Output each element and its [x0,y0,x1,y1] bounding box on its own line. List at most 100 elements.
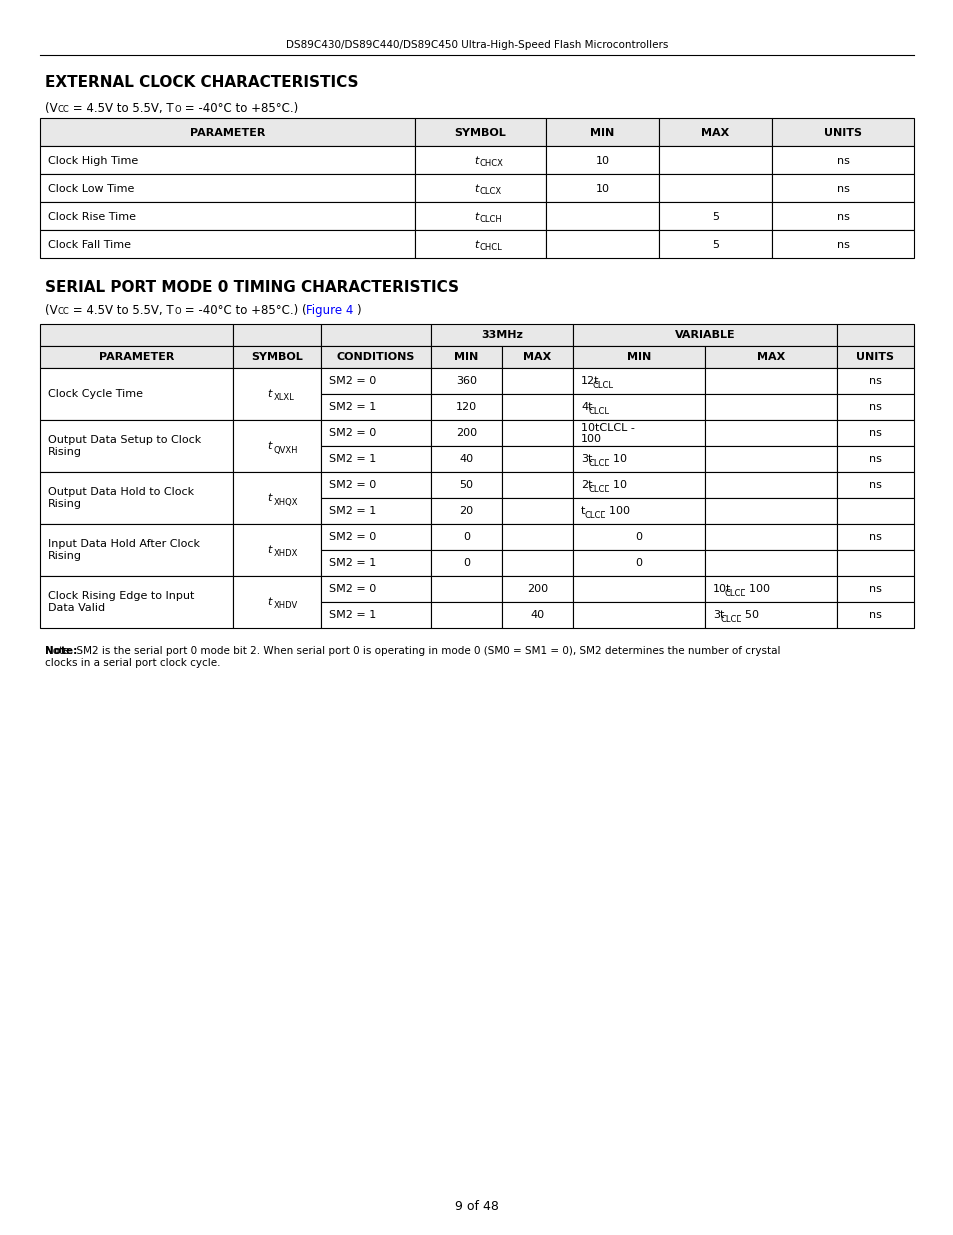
Bar [704,524,836,550]
Text: XHQX: XHQX [274,498,298,506]
Text: UNITS: UNITS [856,352,894,362]
Bar [836,368,913,394]
Text: CLCL: CLCL [724,589,745,598]
Bar [40,146,415,174]
Bar [501,420,573,446]
Text: ): ) [355,304,360,317]
Text: 9 of 48: 9 of 48 [455,1200,498,1213]
Bar [545,119,659,146]
Bar [431,324,573,346]
Bar [501,524,573,550]
Bar [771,174,913,203]
Text: = 4.5V to 5.5V, T: = 4.5V to 5.5V, T [69,103,173,115]
Bar [40,576,233,629]
Text: 20: 20 [459,506,473,516]
Text: t: t [268,545,272,555]
Bar [320,346,431,368]
Text: SM2 = 0: SM2 = 0 [329,584,375,594]
Text: 12t: 12t [580,375,598,387]
Bar [836,524,913,550]
Bar [573,472,704,498]
Bar [233,324,320,346]
Bar [40,368,233,420]
Text: SYMBOL: SYMBOL [455,128,506,138]
Bar [40,346,233,368]
Text: Input Data Hold After Clock: Input Data Hold After Clock [48,538,200,550]
Text: - 100: - 100 [738,584,769,594]
Text: t: t [268,597,272,606]
Text: CC: CC [58,105,70,114]
Text: CLCH: CLCH [479,215,501,225]
Bar [704,472,836,498]
Text: 2t: 2t [580,480,592,490]
Bar [40,230,415,258]
Text: 0: 0 [462,558,470,568]
Text: 5: 5 [711,240,719,249]
Text: 10: 10 [595,184,609,194]
Bar [771,119,913,146]
Bar [501,498,573,524]
Text: ns: ns [836,240,848,249]
Bar [415,203,545,230]
Bar [431,576,501,601]
Bar [659,203,771,230]
Text: 100: 100 [580,433,601,445]
Bar [501,576,573,601]
Text: 200: 200 [456,429,476,438]
Text: ns: ns [868,429,881,438]
Text: DS89C430/DS89C440/DS89C450 Ultra-High-Speed Flash Microcontrollers: DS89C430/DS89C440/DS89C450 Ultra-High-Sp… [286,40,667,49]
Text: CLCL: CLCL [588,484,609,494]
Text: SYMBOL: SYMBOL [251,352,302,362]
Bar [836,601,913,629]
Text: VARIABLE: VARIABLE [674,330,735,340]
Bar [233,472,320,524]
Text: CLCL: CLCL [588,458,609,468]
Bar [431,472,501,498]
Bar [415,174,545,203]
Text: SM2 = 1: SM2 = 1 [329,403,375,412]
Bar [320,498,431,524]
Text: MAX: MAX [523,352,551,362]
Text: 33MHz: 33MHz [480,330,522,340]
Bar [836,394,913,420]
Bar [704,368,836,394]
Text: Note: SM2 is the serial port 0 mode bit 2. When serial port 0 is operating in mo: Note: SM2 is the serial port 0 mode bit … [45,646,780,656]
Text: (V: (V [45,304,57,317]
Bar [320,368,431,394]
Text: UNITS: UNITS [823,128,862,138]
Bar [233,524,320,576]
Bar [501,346,573,368]
Text: SM2 = 1: SM2 = 1 [329,506,375,516]
Text: PARAMETER: PARAMETER [190,128,265,138]
Text: = -40°C to +85°C.) (: = -40°C to +85°C.) ( [181,304,306,317]
Text: t: t [580,506,585,516]
Bar [431,394,501,420]
Text: Note:: Note: [45,646,77,656]
Bar [545,203,659,230]
Text: QVXH: QVXH [274,446,298,454]
Text: Clock Low Time: Clock Low Time [48,184,134,194]
Text: CLCL: CLCL [588,406,609,415]
Bar [40,472,233,524]
Text: ns: ns [836,156,848,165]
Text: MIN: MIN [454,352,478,362]
Text: CLCL: CLCL [720,615,741,624]
Text: Clock Rising Edge to Input: Clock Rising Edge to Input [48,592,194,601]
Text: = -40°C to +85°C.): = -40°C to +85°C.) [181,103,298,115]
Text: ns: ns [868,454,881,464]
Text: 120: 120 [456,403,476,412]
Bar [431,498,501,524]
Bar [233,420,320,472]
Text: (V: (V [45,103,57,115]
Bar [501,446,573,472]
Text: Clock High Time: Clock High Time [48,156,138,165]
Bar [40,324,233,346]
Bar [573,368,704,394]
Text: t: t [474,240,478,249]
Text: t: t [474,184,478,194]
Bar [573,446,704,472]
Text: CLCL: CLCL [593,380,614,389]
Text: Rising: Rising [48,447,82,457]
Text: O: O [174,105,181,114]
Bar [40,524,233,576]
